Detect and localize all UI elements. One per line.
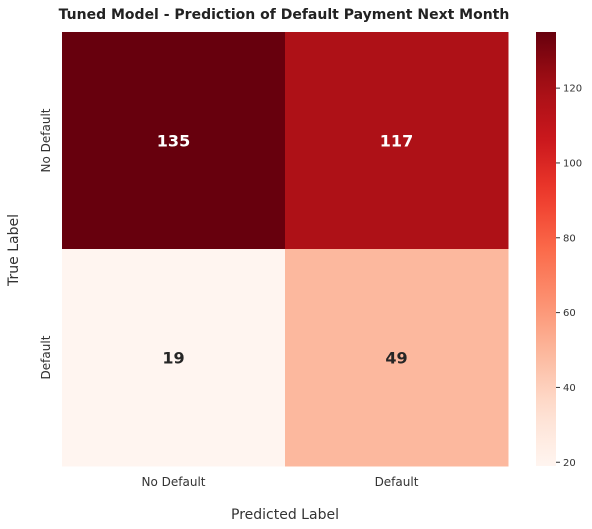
y-axis-title: True Label [6,214,22,287]
heatmap-cell-labels: 135 117 19 49 [157,132,413,368]
cell-value-label: 135 [157,132,190,151]
x-axis-title: Predicted Label [231,507,339,523]
heatmap-cell [62,32,286,250]
chart-title: Tuned Model - Prediction of Default Paym… [59,7,510,23]
x-axis-tick-labels: No Default Default [142,475,419,489]
y-tick-label: No Default [39,108,53,172]
x-tick-label: No Default [142,475,206,489]
cell-value-label: 117 [380,132,413,151]
colorbar-tick-label: 60 [563,308,576,319]
heatmap-cell [285,32,509,250]
x-tick-label: Default [375,475,419,489]
colorbar-ticks: 20 40 60 80 100 120 [556,84,582,469]
colorbar [536,32,556,466]
colorbar-tick-label: 40 [563,383,576,394]
heatmap-cells [62,32,509,467]
colorbar-tick-label: 20 [563,458,576,469]
heatmap-cell [285,249,509,467]
y-tick-label: Default [39,335,53,379]
y-axis-tick-labels: No Default Default [39,108,53,379]
colorbar-tick-label: 100 [563,158,582,169]
cell-value-label: 49 [385,349,407,368]
cell-value-label: 19 [162,349,184,368]
colorbar-tick-label: 120 [563,84,582,95]
colorbar-tick-label: 80 [563,233,576,244]
heatmap-cell [62,249,286,467]
